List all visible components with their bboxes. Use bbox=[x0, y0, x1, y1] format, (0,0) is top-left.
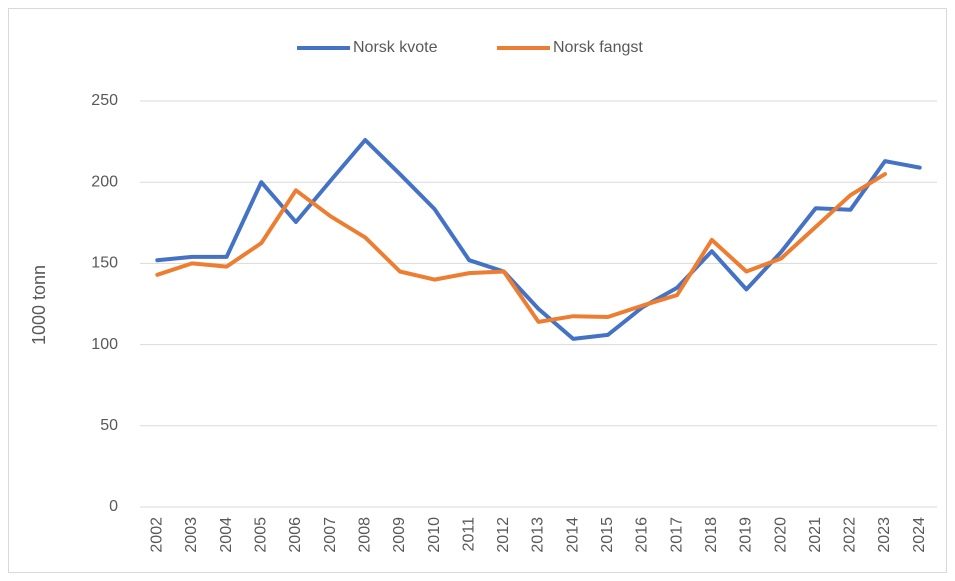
x-tick-label: 2020 bbox=[772, 517, 789, 553]
x-tick-label: 2003 bbox=[183, 517, 200, 553]
y-tick-label: 100 bbox=[91, 336, 118, 353]
x-tick-label: 2021 bbox=[807, 517, 824, 553]
x-tick-label: 2010 bbox=[426, 517, 443, 553]
x-tick-label: 2006 bbox=[287, 517, 304, 553]
y-tick-label: 200 bbox=[91, 173, 118, 190]
x-tick-label: 2012 bbox=[495, 517, 512, 553]
x-tick-label: 2004 bbox=[218, 517, 235, 553]
y-axis-label: 1000 tonn bbox=[29, 265, 49, 345]
x-tick-label: 2009 bbox=[391, 517, 408, 553]
x-tick-label: 2018 bbox=[703, 517, 720, 553]
x-tick-label: 2011 bbox=[460, 517, 477, 552]
x-tick-label: 2014 bbox=[564, 517, 581, 553]
x-tick-label: 2005 bbox=[253, 517, 270, 553]
x-tick-label: 2013 bbox=[530, 517, 547, 553]
x-tick-label: 2023 bbox=[876, 517, 893, 553]
x-tick-label: 2016 bbox=[634, 517, 651, 553]
x-tick-label: 2015 bbox=[599, 517, 616, 553]
y-tick-label: 0 bbox=[109, 498, 118, 515]
y-tick-label: 150 bbox=[91, 255, 118, 272]
x-tick-label: 2019 bbox=[738, 517, 755, 553]
legend-label: Norsk kvote bbox=[353, 39, 438, 56]
x-tick-label: 2017 bbox=[668, 517, 685, 553]
x-tick-label: 2007 bbox=[322, 517, 339, 553]
x-tick-label: 2008 bbox=[356, 517, 373, 553]
x-tick-label: 2022 bbox=[842, 517, 859, 553]
x-tick-label: 2024 bbox=[911, 517, 928, 553]
y-tick-label: 50 bbox=[100, 417, 118, 434]
y-tick-label: 250 bbox=[91, 92, 118, 109]
series-line bbox=[155, 172, 887, 324]
x-tick-label: 2002 bbox=[149, 517, 166, 553]
legend-label: Norsk fangst bbox=[553, 39, 643, 56]
chart-border bbox=[8, 8, 947, 573]
